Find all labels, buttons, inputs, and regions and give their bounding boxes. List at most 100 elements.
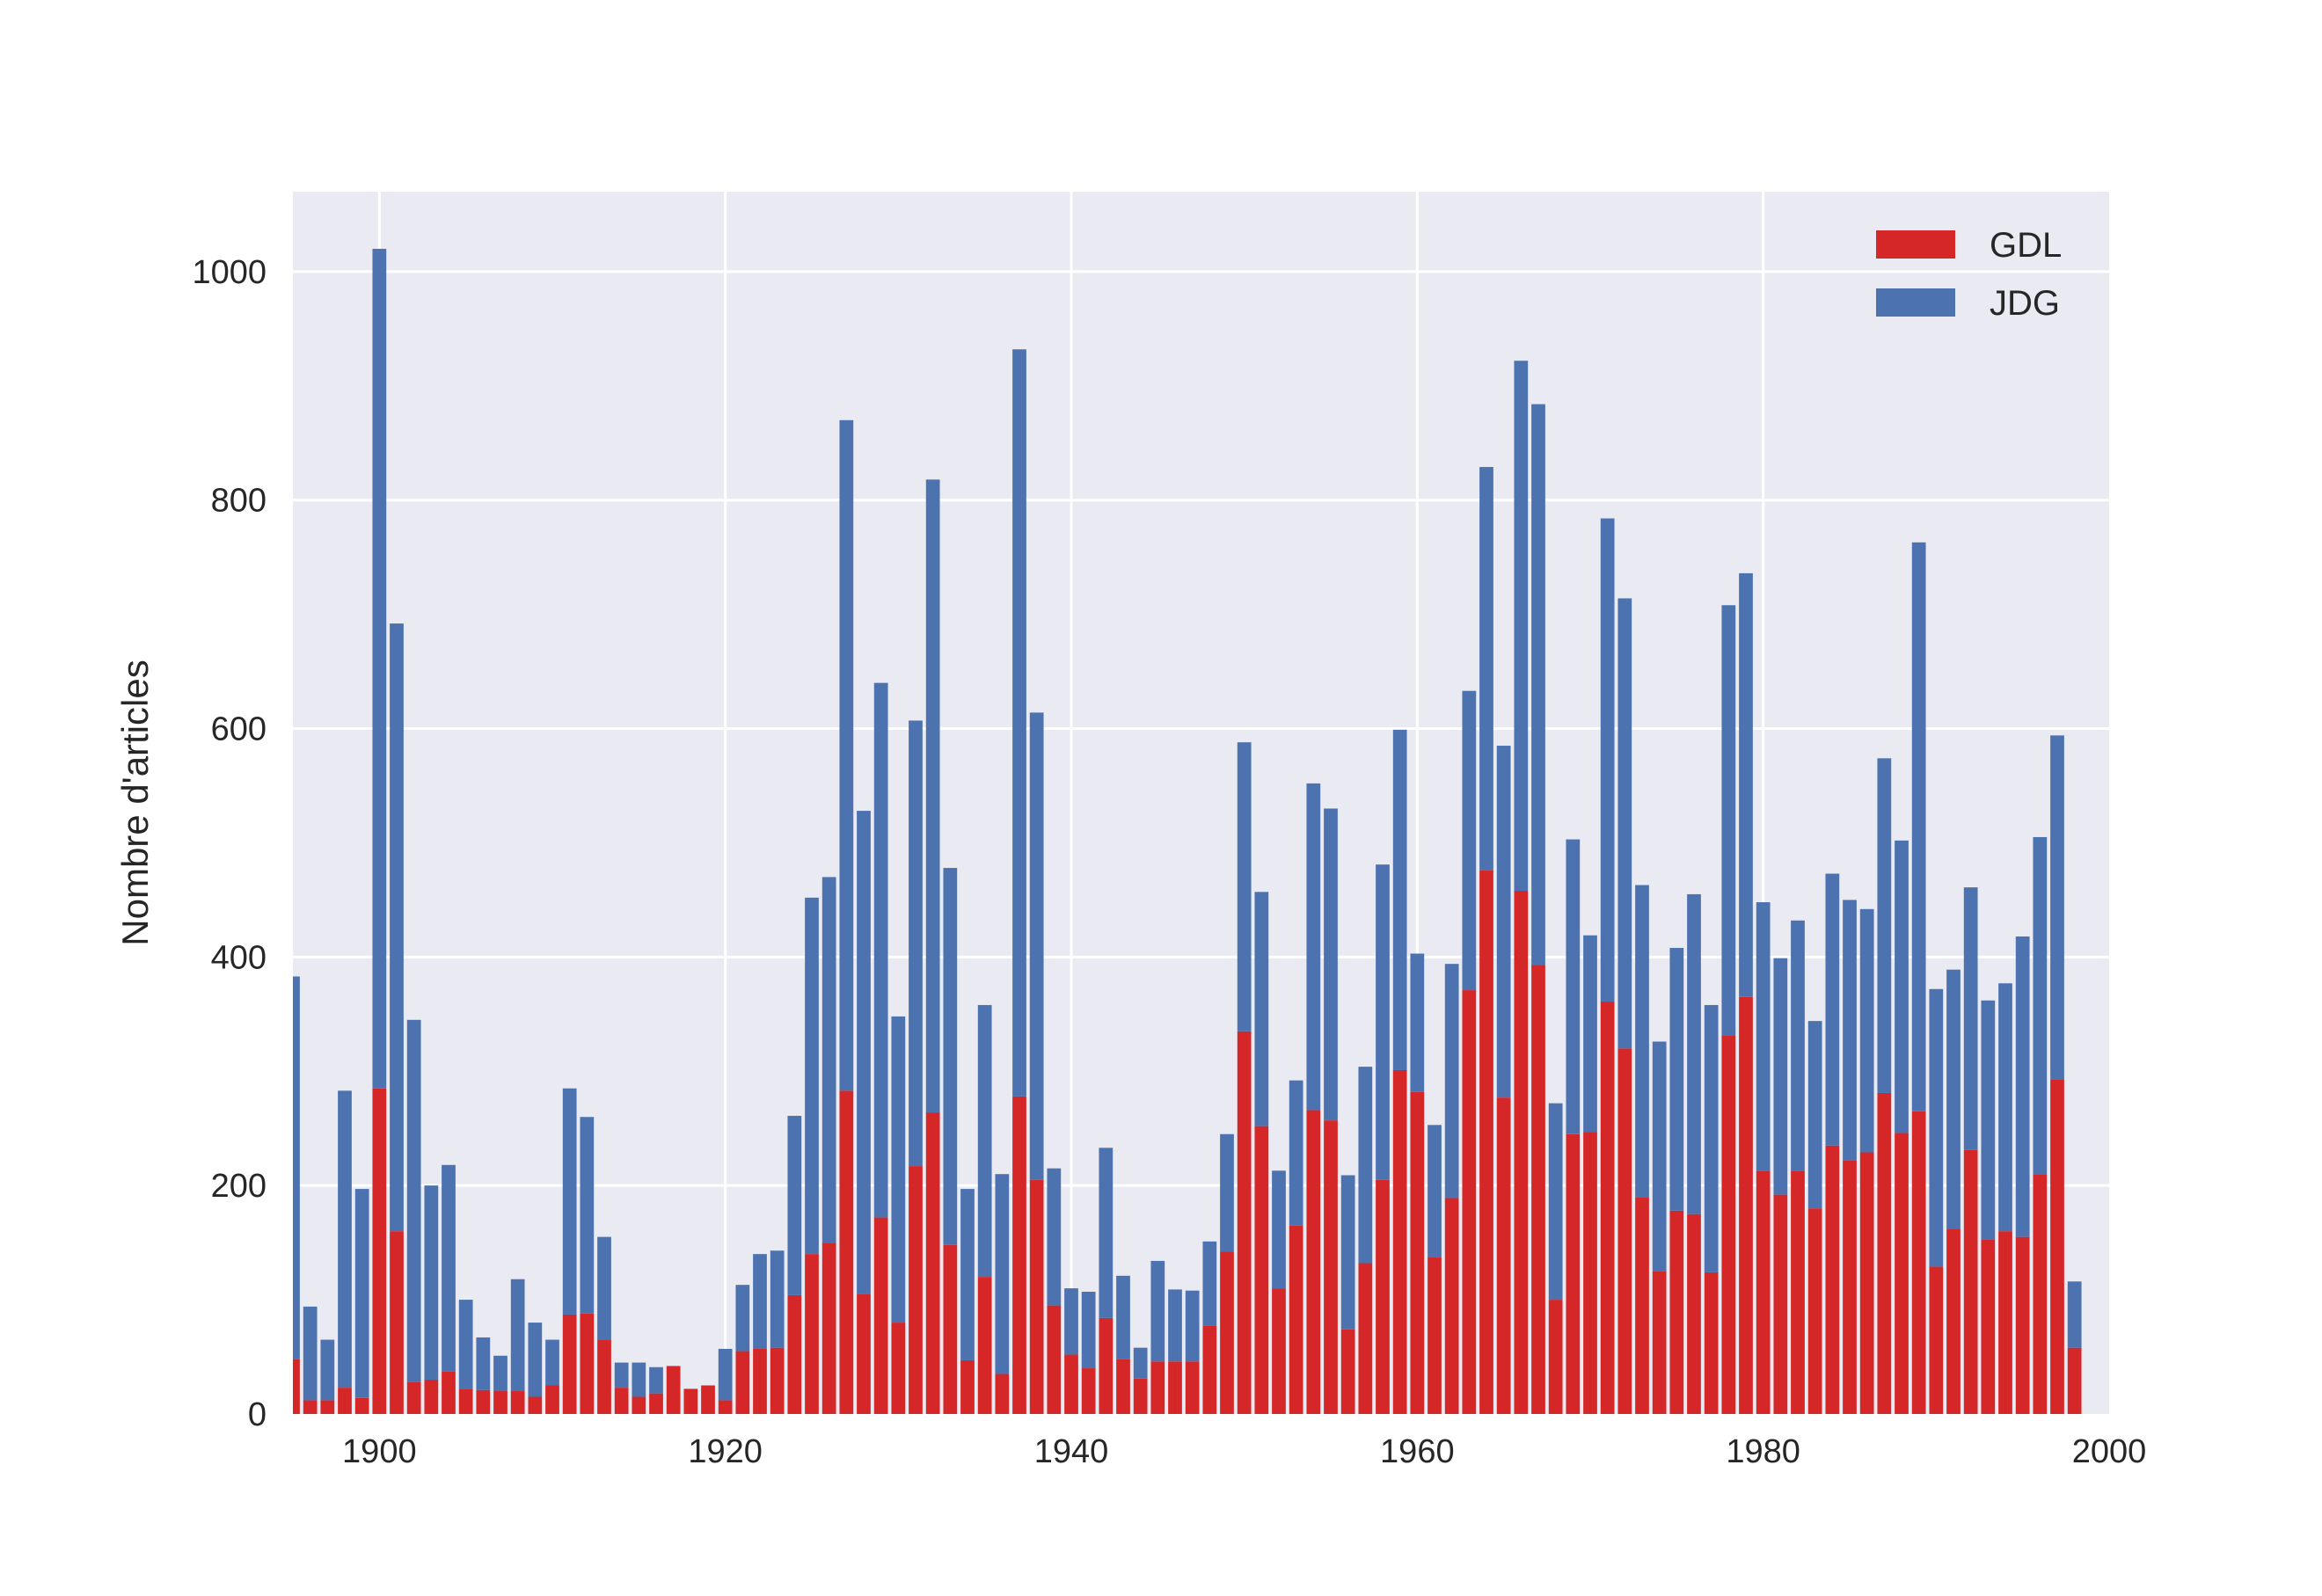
bar-jdg-1949: [1220, 1133, 1234, 1252]
bar-gdl-1907: [493, 1391, 507, 1414]
bar-gdl-1966: [1514, 891, 1529, 1414]
bar-gdl-1991: [1946, 1228, 1961, 1414]
bar-jdg-1973: [1635, 885, 1649, 1198]
bar-gdl-1987: [1877, 1092, 1892, 1414]
bar-jdg-1990: [1929, 988, 1944, 1267]
bar-gdl-1971: [1600, 1002, 1615, 1414]
bar-jdg-1970: [1583, 935, 1597, 1133]
bar-gdl-1976: [1687, 1213, 1701, 1414]
bar-jdg-1943: [1116, 1275, 1130, 1359]
bar-jdg-1911: [562, 1088, 577, 1315]
bar-jdg-1992: [1963, 887, 1978, 1150]
bar-gdl-1924: [787, 1294, 802, 1414]
bar-jdg-1924: [787, 1115, 802, 1295]
bar-jdg-1980: [1756, 902, 1771, 1171]
bar-jdg-1956: [1340, 1175, 1355, 1330]
bar-jdg-1977: [1704, 1004, 1719, 1272]
bar-gdl-1900: [372, 1088, 387, 1414]
bar-jdg-1987: [1877, 758, 1892, 1093]
bar-jdg-1996: [2033, 836, 2048, 1175]
bar-gdl-1959: [1392, 1069, 1407, 1414]
bar-jdg-1985: [1843, 900, 1857, 1161]
bar-jdg-1951: [1254, 892, 1269, 1126]
bar-jdg-1979: [1739, 572, 1753, 997]
bar-gdl-1998: [2067, 1347, 2082, 1414]
bar-jdg-1907: [493, 1355, 507, 1392]
y-tick-label: 1000: [192, 254, 267, 291]
bar-gdl-1967: [1531, 965, 1545, 1414]
x-tick-label: 1920: [688, 1433, 763, 1470]
bar-jdg-1997: [2050, 735, 2064, 1080]
bar-gdl-1909: [528, 1396, 543, 1414]
bar-jdg-1910: [545, 1339, 559, 1386]
bar-jdg-1960: [1410, 953, 1425, 1092]
bar-gdl-1908: [510, 1391, 525, 1414]
bar-jdg-1946: [1168, 1289, 1182, 1362]
bar-jdg-1940: [1064, 1288, 1078, 1355]
bar-gdl-1903: [424, 1380, 439, 1414]
bar-gdl-1929: [873, 1217, 888, 1414]
bar-jdg-1914: [614, 1362, 629, 1388]
bar-jdg-1905: [458, 1300, 473, 1389]
bar-jdg-1981: [1773, 958, 1788, 1195]
x-tick-label: 1900: [342, 1433, 417, 1470]
bar-gdl-1936: [995, 1374, 1010, 1414]
bar-jdg-1932: [925, 479, 940, 1113]
bar-jdg-1959: [1392, 729, 1407, 1070]
bar-gdl-1912: [580, 1313, 595, 1414]
bar-gdl-1922: [753, 1348, 767, 1414]
bar-gdl-1915: [632, 1396, 646, 1414]
bar-jdg-1988: [1895, 840, 1909, 1133]
bar-gdl-1949: [1220, 1251, 1234, 1414]
bar-gdl-1997: [2050, 1079, 2064, 1414]
bar-jdg-1928: [857, 811, 871, 1294]
bar-jdg-1898: [338, 1090, 352, 1388]
bar-gdl-1995: [2015, 1236, 2030, 1414]
bar-gdl-1942: [1099, 1317, 1114, 1414]
bar-gdl-1978: [1721, 1036, 1736, 1414]
bar-jdg-1923: [770, 1250, 785, 1348]
bar-jdg-1991: [1946, 969, 1961, 1229]
bar-gdl-1921: [735, 1351, 750, 1414]
bar-jdg-1994: [1998, 983, 2012, 1232]
bar-gdl-1953: [1289, 1225, 1303, 1414]
bar-gdl-1933: [943, 1244, 958, 1414]
x-tick-label: 1960: [1380, 1433, 1455, 1470]
bar-jdg-1993: [1981, 1000, 1996, 1240]
bar-gdl-1961: [1428, 1257, 1442, 1414]
bar-jdg-1966: [1514, 361, 1529, 892]
bar-jdg-1947: [1185, 1290, 1200, 1362]
bar-gdl-1896: [303, 1400, 318, 1414]
bar-jdg-1978: [1721, 605, 1736, 1037]
bar-gdl-1911: [562, 1314, 577, 1414]
bar-gdl-1916: [649, 1393, 663, 1414]
bar-jdg-1934: [960, 1189, 975, 1360]
bar-gdl-1901: [390, 1231, 404, 1414]
bar-jdg-1906: [476, 1337, 491, 1390]
bar-jdg-1920: [718, 1348, 733, 1401]
bar-gdl-1986: [1859, 1152, 1874, 1414]
legend: GDL JDG: [1876, 226, 2062, 323]
bar-gdl-1904: [442, 1371, 456, 1414]
tick-labels: 1900 1920 1940 1960 1980 2000 0 200 400 600 800 100…: [192, 254, 2146, 1470]
bar-gdl-1962: [1444, 1198, 1459, 1414]
bar-jdg-1969: [1566, 839, 1581, 1134]
bar-gdl-1982: [1791, 1170, 1805, 1414]
y-tick-label: 800: [211, 483, 267, 520]
bar-gdl-1917: [666, 1366, 681, 1414]
bar-gdl-1981: [1773, 1194, 1788, 1414]
bar-jdg-1933: [943, 868, 958, 1245]
bar-gdl-1984: [1825, 1145, 1840, 1414]
bar-jdg-1900: [372, 248, 387, 1089]
bar-gdl-1968: [1548, 1300, 1563, 1414]
bar-gdl-1956: [1340, 1329, 1355, 1414]
bar-gdl-1899: [354, 1397, 369, 1414]
bar-jdg-1984: [1825, 873, 1840, 1146]
bar-gdl-1957: [1358, 1263, 1373, 1414]
y-tick-label: 400: [211, 939, 267, 976]
bar-jdg-1975: [1669, 947, 1684, 1211]
bar-gdl-1934: [960, 1359, 975, 1414]
bar-gdl-1931: [909, 1166, 923, 1414]
bar-jdg-1964: [1479, 467, 1493, 871]
